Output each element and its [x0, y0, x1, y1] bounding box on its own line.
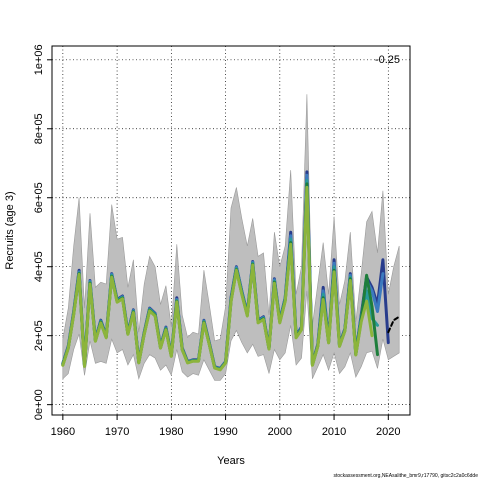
x-tick-label: 2020 [376, 426, 400, 438]
y-tick-label: 2e+05 [33, 320, 45, 351]
series-line-6 [387, 315, 401, 334]
confidence-band [62, 94, 400, 381]
y-tick-label: 8e+05 [33, 113, 45, 144]
y-tick-label: 6e+05 [33, 182, 45, 213]
y-tick-label: 4e+05 [33, 251, 45, 282]
series-line-5 [61, 185, 374, 372]
y-tick-label: 0e+00 [33, 389, 45, 420]
x-tick-label: 2010 [322, 426, 346, 438]
x-axis-title: Years [217, 455, 245, 467]
x-tick-label: 2000 [268, 426, 292, 438]
x-axis: 1960 1970 1980 1990 2000 2010 2020 [51, 415, 401, 438]
footer-text: stockassessment.org,NEAsalithe_bmr9,r177… [333, 473, 478, 479]
x-tick-label: 1970 [105, 426, 129, 438]
x-tick-label: 1960 [51, 426, 75, 438]
y-tick-label: 1e+06 [33, 44, 45, 75]
corner-label: -0.25 [375, 54, 400, 66]
x-tick-label: 1990 [213, 426, 237, 438]
y-axis-title: Recruits (age 3) [4, 191, 16, 269]
plot-frame [51, 45, 411, 416]
y-axis: 0e+00 2e+05 4e+05 6e+05 8e+05 1e+06 [33, 44, 52, 420]
x-tick-label: 1980 [159, 426, 183, 438]
series-lines [61, 170, 401, 372]
